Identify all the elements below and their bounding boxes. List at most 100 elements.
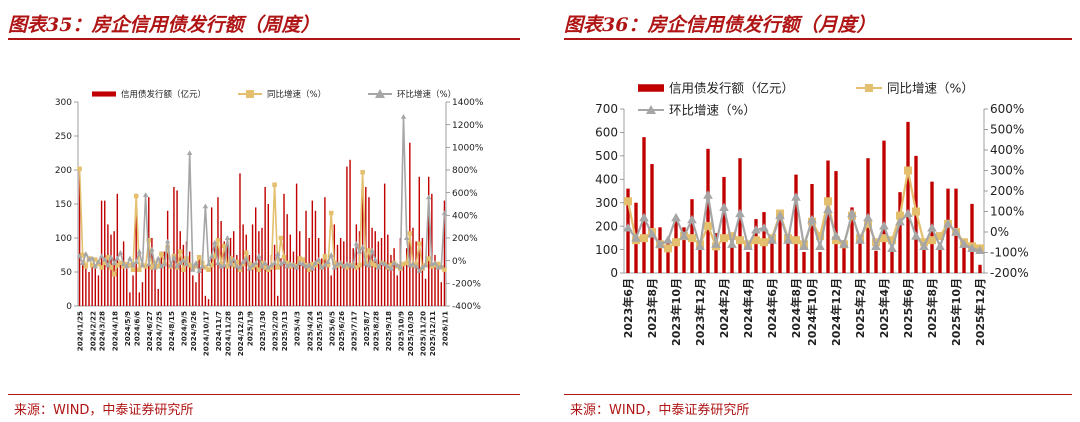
x-tick-label: 2025年10月	[949, 278, 963, 346]
issuance-bar	[352, 248, 354, 306]
figure-title: 图表36：房企信用债发行额（月度）	[564, 14, 876, 36]
x-tick-label: 2025/10/30	[406, 311, 415, 356]
yoy-point	[187, 262, 192, 268]
yoy-point	[688, 234, 696, 243]
mom-point	[895, 216, 905, 226]
issuance-bar	[770, 240, 774, 273]
issuance-bar	[270, 255, 273, 306]
x-tick-label: 2025/1/30	[258, 311, 267, 351]
issuance-bar	[132, 275, 134, 306]
issuance-bar	[898, 192, 902, 273]
mom-point	[290, 262, 297, 268]
issuance-bar	[330, 275, 332, 306]
yoy-point	[760, 238, 768, 247]
legend-bar-swatch	[92, 91, 116, 97]
x-tick-label: 2025/8/7	[362, 311, 371, 346]
legend-item: 同比增速（%）	[856, 80, 974, 95]
mom-point	[186, 150, 193, 156]
yoy-point	[244, 250, 249, 255]
mom-point	[381, 261, 388, 267]
mom-point	[783, 235, 793, 244]
mom-point	[967, 243, 977, 252]
issuance-bar	[402, 265, 405, 306]
yoy-point	[130, 267, 136, 272]
yoy-point	[864, 219, 872, 228]
yoy-point	[77, 166, 82, 172]
mom-point	[174, 263, 180, 269]
issuance-bar	[377, 241, 380, 306]
mom-point	[356, 248, 363, 254]
yoy-point	[360, 170, 365, 175]
y-right-tick-label: -100%	[990, 246, 1029, 260]
yoy-point	[108, 265, 114, 270]
issuance-bar	[192, 275, 194, 306]
mom-point	[278, 261, 284, 267]
mom-point	[331, 264, 338, 270]
yoy-point	[366, 248, 372, 253]
mom-point	[363, 261, 369, 267]
issuance-bar	[666, 241, 670, 273]
issuance-bar	[434, 255, 436, 306]
y-right-tick-label: 1400%	[452, 98, 484, 108]
mom-point	[246, 265, 253, 271]
mom-point	[284, 263, 290, 269]
mom-point	[158, 263, 165, 269]
mom-point	[639, 212, 649, 222]
mom-point	[350, 263, 356, 269]
x-tick-label: 2023年10月	[669, 278, 683, 346]
source-divider	[8, 394, 520, 395]
mom-point	[300, 261, 306, 267]
mom-point	[759, 223, 769, 232]
issuance-bar	[85, 268, 87, 306]
yoy-point	[149, 265, 155, 270]
mom-point	[751, 225, 761, 234]
issuance-bar	[355, 224, 358, 306]
mom-point	[271, 260, 278, 265]
mom-point	[325, 259, 331, 264]
mom-point	[911, 231, 921, 240]
issuance-bar	[393, 248, 395, 306]
mom-point	[419, 264, 426, 270]
issuance-bar	[890, 249, 894, 273]
issuance-bar	[204, 295, 207, 306]
x-tick-label: 2023年12月	[693, 278, 707, 346]
yoy-point	[93, 257, 98, 262]
issuance-bar	[91, 265, 93, 306]
x-tick-label: 2025/6/5	[327, 311, 336, 346]
yoy-point	[928, 236, 936, 245]
y-right-tick-label: -200%	[452, 279, 481, 289]
mom-point	[243, 255, 249, 261]
x-tick-label: 2023年8月	[645, 278, 659, 338]
mom-point	[95, 259, 102, 264]
y-left-tick-label: 50	[61, 268, 73, 278]
legend-label: 环比增速（%）	[669, 102, 756, 117]
issuance-bar	[289, 234, 292, 306]
mom-point	[230, 256, 237, 262]
x-tick-label: 2024/6/6	[132, 311, 141, 346]
yoy-point	[388, 262, 394, 268]
yoy-point	[212, 253, 218, 259]
mom-point	[102, 256, 108, 262]
issuance-bar	[236, 255, 238, 306]
mom-point	[114, 255, 121, 261]
issuance-bar	[173, 187, 175, 306]
x-tick-label: 2025/10/9	[397, 311, 406, 351]
issuance-bar	[834, 171, 838, 273]
mom-point	[127, 255, 133, 261]
mom-point	[315, 256, 322, 262]
issuance-bar	[706, 148, 710, 273]
legend-item: 同比增速（%）	[238, 89, 326, 100]
mom-point	[951, 227, 961, 236]
x-tick-label: 2025年4月	[877, 278, 891, 338]
issuance-bar	[343, 241, 345, 306]
yoy-point	[288, 264, 293, 269]
issuance-bar	[311, 200, 314, 306]
yoy-point	[736, 236, 744, 245]
issuance-bar	[390, 255, 392, 306]
x-tick-label: 2024/11/7	[214, 311, 223, 351]
yoy-point	[640, 234, 648, 243]
yoy-point	[792, 236, 800, 245]
issuance-bar	[110, 234, 112, 306]
legend-label: 信用债发行额（亿元）	[669, 80, 794, 95]
issuance-bar	[321, 258, 323, 306]
